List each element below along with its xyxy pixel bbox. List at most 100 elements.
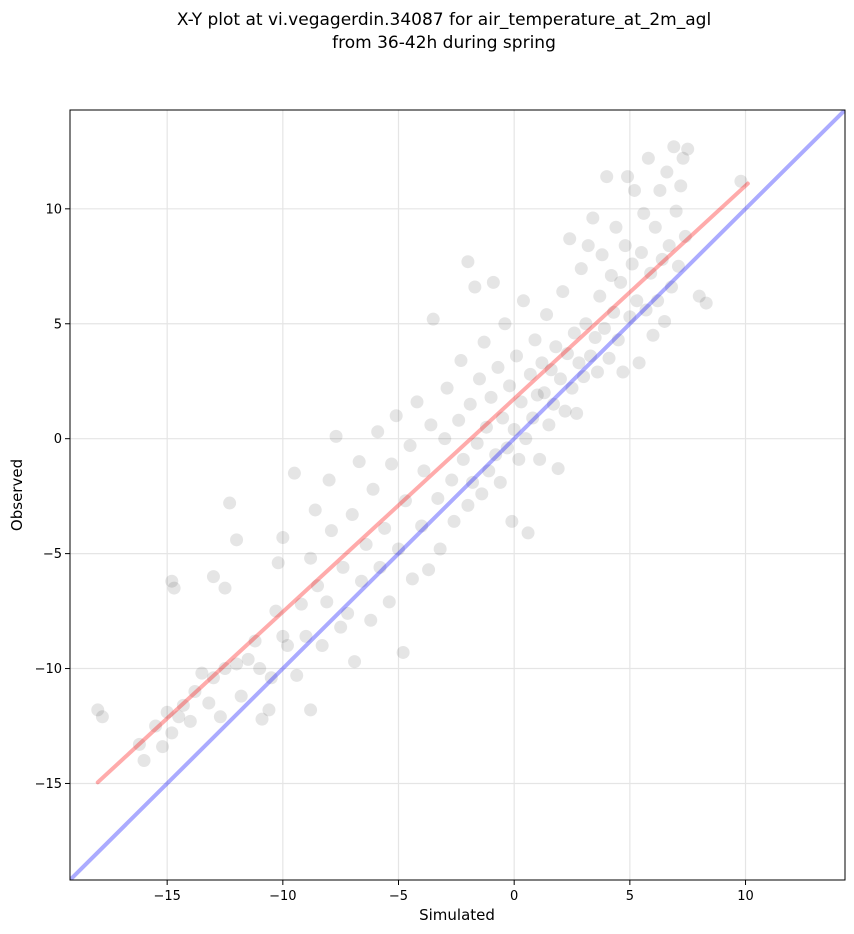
- data-point: [213, 710, 227, 724]
- data-point: [651, 294, 665, 308]
- data-point: [586, 211, 600, 225]
- data-point: [230, 533, 244, 547]
- data-point: [466, 475, 480, 489]
- data-point: [255, 712, 269, 726]
- data-point: [486, 275, 500, 289]
- data-point: [324, 524, 338, 538]
- data-point: [188, 685, 202, 699]
- data-point: [658, 314, 672, 328]
- data-point: [149, 719, 163, 733]
- data-point: [609, 220, 623, 234]
- data-point: [160, 705, 174, 719]
- data-point: [165, 574, 179, 588]
- data-point: [604, 268, 618, 282]
- data-point: [503, 379, 517, 393]
- data-point: [514, 395, 528, 409]
- data-point: [584, 349, 598, 363]
- data-point: [447, 514, 461, 528]
- data-point: [431, 491, 445, 505]
- data-point: [410, 395, 424, 409]
- fit-line: [95, 181, 750, 785]
- data-point: [577, 370, 591, 384]
- data-point: [533, 452, 547, 466]
- x-tick-label: 0: [510, 889, 518, 904]
- data-point: [359, 537, 373, 551]
- data-point: [551, 462, 565, 476]
- data-point: [648, 220, 662, 234]
- data-point: [644, 266, 658, 280]
- data-point: [593, 289, 607, 303]
- data-point: [512, 452, 526, 466]
- data-point: [602, 351, 616, 365]
- data-point: [253, 662, 267, 676]
- data-point: [137, 753, 151, 767]
- data-point: [500, 441, 514, 455]
- data-point: [611, 333, 625, 347]
- data-point: [655, 252, 669, 266]
- chart-title: X-Y plot at vi.vegagerdin.34087 for air_…: [177, 10, 711, 30]
- data-point: [299, 629, 313, 643]
- data-point: [614, 275, 628, 289]
- data-point: [456, 452, 470, 466]
- data-point: [475, 487, 489, 501]
- data-point: [472, 372, 486, 386]
- data-point: [269, 604, 283, 618]
- data-point: [553, 372, 567, 386]
- data-point: [597, 321, 611, 335]
- data-point: [329, 429, 343, 443]
- data-point: [382, 595, 396, 609]
- data-point: [352, 455, 366, 469]
- data-point: [699, 296, 713, 310]
- data-point: [336, 560, 350, 574]
- data-point: [579, 317, 593, 331]
- data-point: [549, 340, 563, 354]
- data-point: [271, 556, 285, 570]
- data-point: [572, 356, 586, 370]
- data-point: [646, 328, 660, 342]
- y-tick-label: 0: [54, 432, 62, 447]
- data-point: [621, 170, 635, 184]
- data-point: [287, 466, 301, 480]
- y-axis-label: Observed: [8, 459, 26, 531]
- data-point: [632, 356, 646, 370]
- data-point: [341, 606, 355, 620]
- data-point: [348, 655, 362, 669]
- data-point: [454, 354, 468, 368]
- data-point: [477, 335, 491, 349]
- data-point: [311, 579, 325, 593]
- data-point: [667, 140, 681, 154]
- data-point: [183, 714, 197, 728]
- data-point: [671, 259, 685, 273]
- data-point: [280, 639, 294, 653]
- x-tick-label: 5: [626, 889, 634, 904]
- data-point: [223, 496, 237, 510]
- data-point: [627, 183, 641, 197]
- data-point: [389, 409, 403, 423]
- y-tick-label: −5: [43, 547, 62, 562]
- data-point: [322, 473, 336, 487]
- data-point: [468, 280, 482, 294]
- data-point: [509, 349, 523, 363]
- data-point: [424, 418, 438, 432]
- data-point: [581, 239, 595, 253]
- data-point: [438, 432, 452, 446]
- data-point: [398, 494, 412, 508]
- data-point: [507, 422, 521, 436]
- data-point: [660, 165, 674, 179]
- data-point: [463, 397, 477, 411]
- data-point: [315, 639, 329, 653]
- x-tick-label: −15: [153, 889, 180, 904]
- data-point: [516, 294, 530, 308]
- data-point: [354, 574, 368, 588]
- data-point: [681, 142, 695, 156]
- data-point: [489, 448, 503, 462]
- data-point: [320, 595, 334, 609]
- data-point: [385, 457, 399, 471]
- data-point: [91, 703, 105, 717]
- data-point: [669, 204, 683, 218]
- data-point: [565, 381, 579, 395]
- data-point: [639, 303, 653, 317]
- grid: [70, 110, 845, 880]
- data-point: [634, 246, 648, 260]
